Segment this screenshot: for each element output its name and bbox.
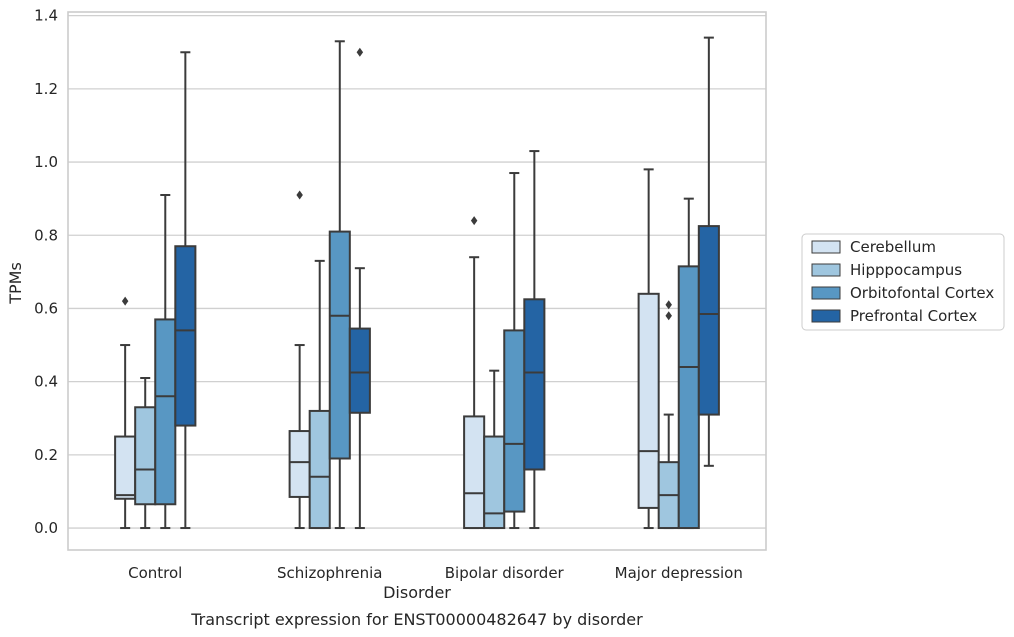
y-axis-label: TPMs: [6, 262, 25, 305]
box-body: [463, 415, 486, 530]
box-body: [697, 225, 720, 416]
legend-label: Prefrontal Cortex: [850, 307, 977, 325]
box-groups: [114, 36, 720, 530]
box-body: [308, 409, 331, 530]
box-hipppocampus: [483, 369, 506, 530]
box-prefrontal-cortex: [697, 36, 720, 467]
x-tick-label: Major depression: [615, 564, 743, 582]
legend-label: Cerebellum: [850, 238, 936, 256]
box-cerebellum: [463, 216, 486, 530]
outlier-point: [470, 216, 478, 226]
y-tick-label: 0.0: [34, 519, 58, 537]
outlier-point: [665, 300, 672, 310]
box-hipppocampus: [134, 376, 157, 530]
box-hipppocampus: [308, 259, 331, 530]
legend: Cerebellum Hipppocampus Orbitofontal Corte…: [801, 233, 1005, 331]
y-tick-label: 0.8: [34, 226, 58, 244]
box-body: [637, 292, 660, 509]
box-prefrontal-cortex: [523, 150, 546, 530]
box-body: [328, 230, 351, 460]
legend-swatch: [811, 286, 841, 300]
legend-swatch: [811, 263, 841, 277]
y-tick-label: 1.2: [34, 80, 58, 98]
box-body: [348, 327, 371, 414]
box-body: [114, 435, 137, 500]
outlier-point: [356, 47, 364, 57]
x-tick-labels: Control Schizophrenia Bipolar disorder Majo…: [128, 564, 743, 582]
outlier-point: [296, 190, 303, 200]
x-axis-label: Disorder: [383, 583, 451, 602]
y-tick-label: 1.4: [34, 7, 58, 25]
box-prefrontal-cortex: [348, 47, 371, 530]
y-tick-label: 0.4: [34, 373, 58, 391]
box-cerebellum: [637, 168, 660, 530]
plot-frame: [67, 11, 767, 551]
box-orbitofontal-cortex: [503, 172, 526, 530]
outlier-point: [665, 311, 672, 321]
box-cerebellum: [114, 296, 137, 530]
legend-frame: [801, 233, 1005, 331]
box-body: [503, 329, 526, 513]
y-tick-label: 0.2: [34, 446, 58, 464]
y-tick-label: 1.0: [34, 153, 58, 171]
chart-caption: Transcript expression for ENST0000048264…: [190, 610, 643, 629]
box-body: [523, 298, 546, 471]
box-prefrontal-cortex: [174, 51, 197, 530]
outlier-point: [121, 296, 129, 306]
legend-label: Hipppocampus: [850, 261, 962, 279]
y-tick-label: 0.6: [34, 299, 58, 317]
legend-swatch: [811, 309, 841, 323]
box-body: [677, 265, 700, 530]
x-tick-label: Bipolar disorder: [445, 564, 565, 582]
y-tick-labels: 0.0 0.2 0.4 0.6 0.8 1.0 1.2 1.4: [34, 7, 58, 537]
box-body: [134, 406, 157, 506]
box-body: [174, 245, 197, 427]
x-tick-label: Schizophrenia: [277, 564, 382, 582]
legend-label: Orbitofontal Cortex: [850, 284, 994, 302]
box-body: [154, 318, 177, 506]
box-hipppocampus: [657, 300, 680, 530]
box-body: [288, 430, 311, 498]
box-orbitofontal-cortex: [328, 40, 351, 530]
legend-swatch: [811, 240, 841, 254]
x-tick-label: Control: [128, 564, 182, 582]
